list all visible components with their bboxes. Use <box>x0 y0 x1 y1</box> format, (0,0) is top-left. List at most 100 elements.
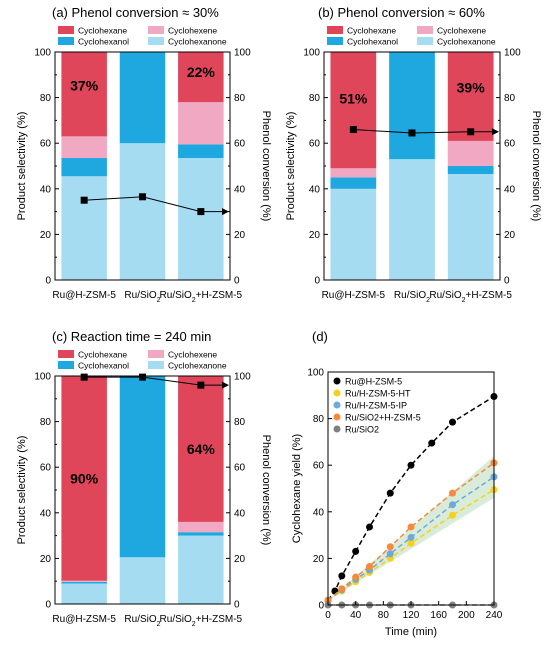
bar-segment <box>61 583 107 604</box>
category-label: Ru@H-ZSM-5 <box>52 290 116 301</box>
category-label: Ru/SiO2 <box>124 614 160 628</box>
y-tick-label: 60 <box>313 461 325 472</box>
conversion-point <box>197 381 205 389</box>
data-point <box>386 550 394 558</box>
data-point <box>386 489 394 497</box>
y2-tick-label: 20 <box>234 230 246 241</box>
y2-axis-label: Phenol conversion (%) <box>530 111 542 222</box>
y2-tick-label: 20 <box>234 554 246 565</box>
bar-segment <box>178 532 224 536</box>
bar-segment <box>178 102 224 145</box>
y2-tick-label: 60 <box>234 139 246 150</box>
bar-segment <box>61 136 107 159</box>
legend-label: Cyclohexanone <box>168 37 227 47</box>
y2-tick-label: 80 <box>234 417 246 428</box>
category-label: Ru/SiO2 <box>394 290 430 304</box>
data-point <box>407 539 415 547</box>
data-point <box>407 523 415 531</box>
y-tick-label: 100 <box>34 372 51 383</box>
y-tick-label: 0 <box>314 276 320 287</box>
bar-segment <box>119 376 166 558</box>
legend-label: Cyclohexanol <box>347 37 398 47</box>
legend-marker <box>333 401 341 409</box>
y-tick-label: 60 <box>40 139 52 150</box>
x-tick-label: 0 <box>325 610 331 621</box>
series-line <box>327 395 495 601</box>
conversion-point <box>80 196 88 204</box>
legend-label: Ru@H-ZSM-5 <box>345 377 402 387</box>
y-tick-label: 80 <box>313 414 325 425</box>
data-label: 51% <box>339 91 368 107</box>
bar-segment <box>61 581 107 584</box>
legend-marker <box>333 425 341 433</box>
bar-segment <box>178 52 224 103</box>
y2-tick-label: 20 <box>504 230 516 241</box>
y-tick-label: 20 <box>40 554 52 565</box>
legend-swatch <box>148 361 164 369</box>
data-point <box>407 461 415 469</box>
conversion-point <box>467 128 475 136</box>
y-tick-label: 0 <box>318 601 324 612</box>
y-tick-label: 60 <box>40 463 52 474</box>
category-label-part: SiO <box>409 290 426 301</box>
y2-axis-label: Phenol conversion (%) <box>260 111 272 222</box>
data-point <box>338 572 346 580</box>
panel-a: (a) Phenol conversion ≈ 30%Cyclohexane Cy… <box>16 5 272 304</box>
y-tick-label: 60 <box>309 139 321 150</box>
legend-label: Cyclohexanol <box>78 37 129 47</box>
bar-segment <box>330 52 377 169</box>
chart-title: (a) Phenol conversion ≈ 30% <box>52 5 219 20</box>
legend-marker <box>333 413 341 421</box>
legend-swatch <box>417 26 433 34</box>
bar-segment <box>447 173 494 280</box>
x-tick-label: 80 <box>378 610 390 621</box>
x-tick-label: 160 <box>430 610 447 621</box>
y2-tick-label: 40 <box>234 184 246 195</box>
bar-segment <box>178 535 224 604</box>
chart-title: (b) Phenol conversion ≈ 60% <box>318 5 485 20</box>
legend-label: Cyclohexene <box>168 350 217 360</box>
category-label-part: Ru@H-ZSM-5 <box>52 290 116 301</box>
legend-swatch <box>327 37 343 45</box>
x-tick-label: 240 <box>486 610 503 621</box>
bar-segment <box>61 176 107 280</box>
legend-swatch <box>58 37 74 45</box>
y2-tick-label: 100 <box>234 372 251 383</box>
category-label-part: Ru@H-ZSM-5 <box>322 290 386 301</box>
y2-axis-label: Phenol conversion (%) <box>260 435 272 546</box>
category-label: Ru/SiO2+H-ZSM-5 <box>160 290 243 304</box>
bar-segment <box>119 52 166 144</box>
y-tick-label: 20 <box>313 554 325 565</box>
y-axis-label: Cyclohexane yield (%) <box>291 434 303 543</box>
category-label-part: SiO <box>175 290 192 301</box>
data-point <box>352 547 360 555</box>
bar-segment <box>447 140 494 166</box>
bar-segment <box>178 158 224 280</box>
conversion-point <box>349 126 357 134</box>
bar-segment <box>178 144 224 159</box>
y-tick-label: 100 <box>307 368 324 379</box>
panel-b: (b) Phenol conversion ≈ 60%Cyclohexane Cy… <box>285 5 542 304</box>
y-tick-label: 40 <box>309 184 321 195</box>
legend-label: Cyclohexane <box>78 350 127 360</box>
y-tick-label: 40 <box>40 508 52 519</box>
legend-swatch <box>58 361 74 369</box>
conversion-point <box>139 193 146 201</box>
data-point <box>338 585 346 593</box>
y-tick-label: 80 <box>40 417 52 428</box>
data-point <box>366 563 373 571</box>
y-tick-label: 0 <box>45 276 51 287</box>
legend-label: Cyclohexanone <box>437 37 496 47</box>
chart-title: (d) <box>312 329 328 344</box>
category-label-part: SiO <box>140 290 157 301</box>
legend-swatch <box>148 26 164 34</box>
legend-label: Ru/H-ZSM-5-IP <box>345 401 407 411</box>
conversion-arrow <box>492 128 499 136</box>
chart-title: (c) Reaction time = 240 min <box>52 329 211 344</box>
conversion-point <box>139 373 146 381</box>
y-axis-label: Product selectivity (%) <box>16 112 28 221</box>
y-tick-label: 80 <box>309 93 321 104</box>
legend-label: Ru/SiO2 <box>345 425 379 435</box>
conversion-line <box>353 129 496 134</box>
data-point <box>449 418 456 426</box>
